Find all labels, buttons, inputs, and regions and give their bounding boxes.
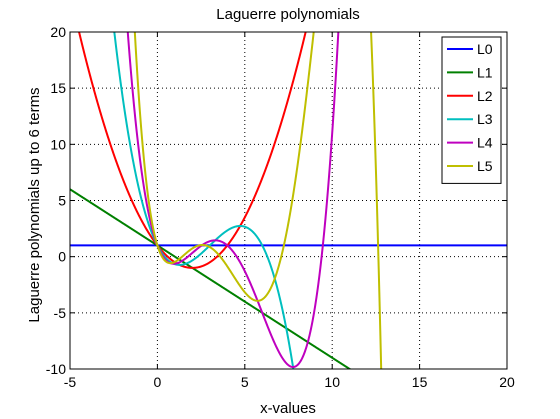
plot-area bbox=[70, 32, 507, 369]
legend-label-l4: L4 bbox=[477, 135, 493, 151]
series-lines bbox=[70, 32, 507, 369]
legend-box bbox=[441, 36, 502, 184]
legend-label-l5: L5 bbox=[477, 158, 493, 174]
y-tick-label: 10 bbox=[50, 136, 66, 152]
y-tick-label: -5 bbox=[54, 305, 67, 321]
series-line-l4 bbox=[126, 32, 340, 369]
series-line-l3 bbox=[113, 32, 295, 369]
x-tick-label: 20 bbox=[499, 374, 515, 390]
legend-label-l1: L1 bbox=[477, 64, 493, 80]
x-tick-label: 15 bbox=[412, 374, 428, 390]
x-tick-label: -5 bbox=[64, 374, 77, 390]
y-axis-label: Laguerre polynomials up to 6 terms bbox=[26, 87, 43, 322]
legend-label-l0: L0 bbox=[477, 41, 493, 57]
series-line-l2 bbox=[78, 32, 307, 269]
x-tick-label: 5 bbox=[241, 374, 249, 390]
chart-title: Laguerre polynomials bbox=[216, 6, 359, 23]
series-line-l1 bbox=[70, 188, 352, 369]
x-tick-label: 10 bbox=[324, 374, 340, 390]
y-tick-label: 5 bbox=[58, 193, 66, 209]
legend-label-l2: L2 bbox=[477, 88, 493, 104]
y-tick-label: 15 bbox=[50, 80, 66, 96]
y-tick-label: 0 bbox=[58, 249, 66, 265]
series-line-l5 bbox=[133, 32, 383, 369]
x-axis-label: x-values bbox=[260, 400, 316, 417]
legend: L0 L1 L2 L3 L4 L5 bbox=[441, 36, 502, 184]
legend-label-l3: L3 bbox=[477, 111, 493, 127]
y-tick-label: 20 bbox=[50, 24, 66, 40]
x-tick-label: 0 bbox=[154, 374, 162, 390]
y-tick-label: -10 bbox=[46, 361, 66, 377]
